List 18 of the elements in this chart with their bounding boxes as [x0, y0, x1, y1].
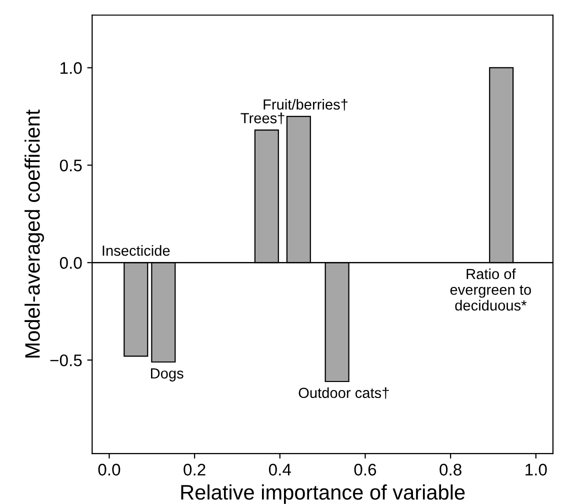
x-tick-label: 0.4 [268, 464, 291, 476]
annotation: Fruit/berries† [264, 98, 348, 111]
y-axis-title: Model-averaged coefficient [24, 110, 44, 358]
annotation: Trees† [240, 112, 284, 124]
annotation: Dogs [151, 368, 184, 382]
x-tick-label: 0.8 [440, 464, 462, 476]
x-tick-label: 0.0 [98, 464, 120, 476]
x-tick-label: 1.0 [526, 464, 547, 476]
x-tick-label: 0.2 [184, 464, 206, 476]
y-tick-label: 1.0 [60, 62, 82, 74]
x-axis-title: Relative importance of variable [181, 484, 465, 504]
y-tick-label: 0.5 [60, 160, 82, 172]
x-tick-label: 0.6 [354, 464, 376, 476]
y-tick-label: 0.0 [60, 257, 82, 269]
annotation: Insecticide [102, 245, 170, 256]
annotation: Outdoor cats† [298, 387, 389, 399]
y-tick-label: −0.5 [50, 354, 82, 366]
annotation: Ratio of evergreen to deciduous* [450, 268, 531, 311]
